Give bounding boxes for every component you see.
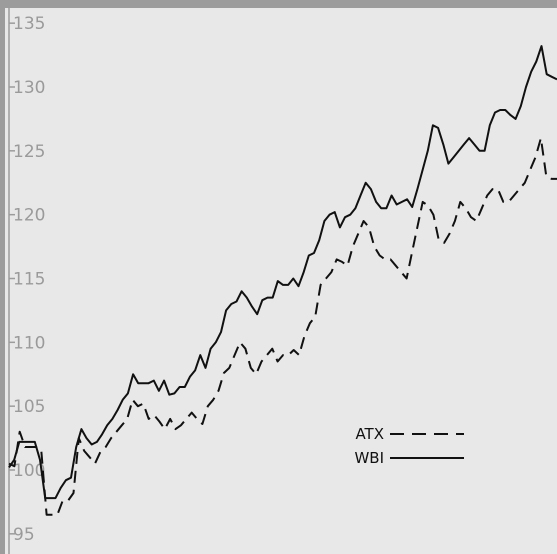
- series-layer: [8, 45, 557, 516]
- y-tick-label: 110: [13, 333, 45, 353]
- y-tick-label: 100: [13, 461, 45, 481]
- legend-label-wbi: WBI: [354, 449, 384, 467]
- legend-label-atx: ATX: [355, 425, 384, 443]
- y-axis: 95 100 105 110 115 120 125 130 135: [9, 14, 45, 545]
- y-tick-label: 115: [13, 270, 45, 290]
- left-border: [0, 0, 5, 554]
- top-border: [0, 0, 557, 8]
- y-tick-label: 130: [13, 78, 45, 98]
- series-line-atx: [8, 137, 557, 516]
- legend: ATX WBI: [354, 425, 464, 467]
- y-tick-label: 105: [13, 397, 45, 417]
- y-tick-label: 135: [13, 14, 45, 34]
- y-tick-label: 95: [13, 525, 35, 545]
- y-tick-label: 120: [13, 206, 45, 226]
- y-tick-label: 125: [13, 142, 45, 162]
- series-line-wbi: [8, 45, 557, 500]
